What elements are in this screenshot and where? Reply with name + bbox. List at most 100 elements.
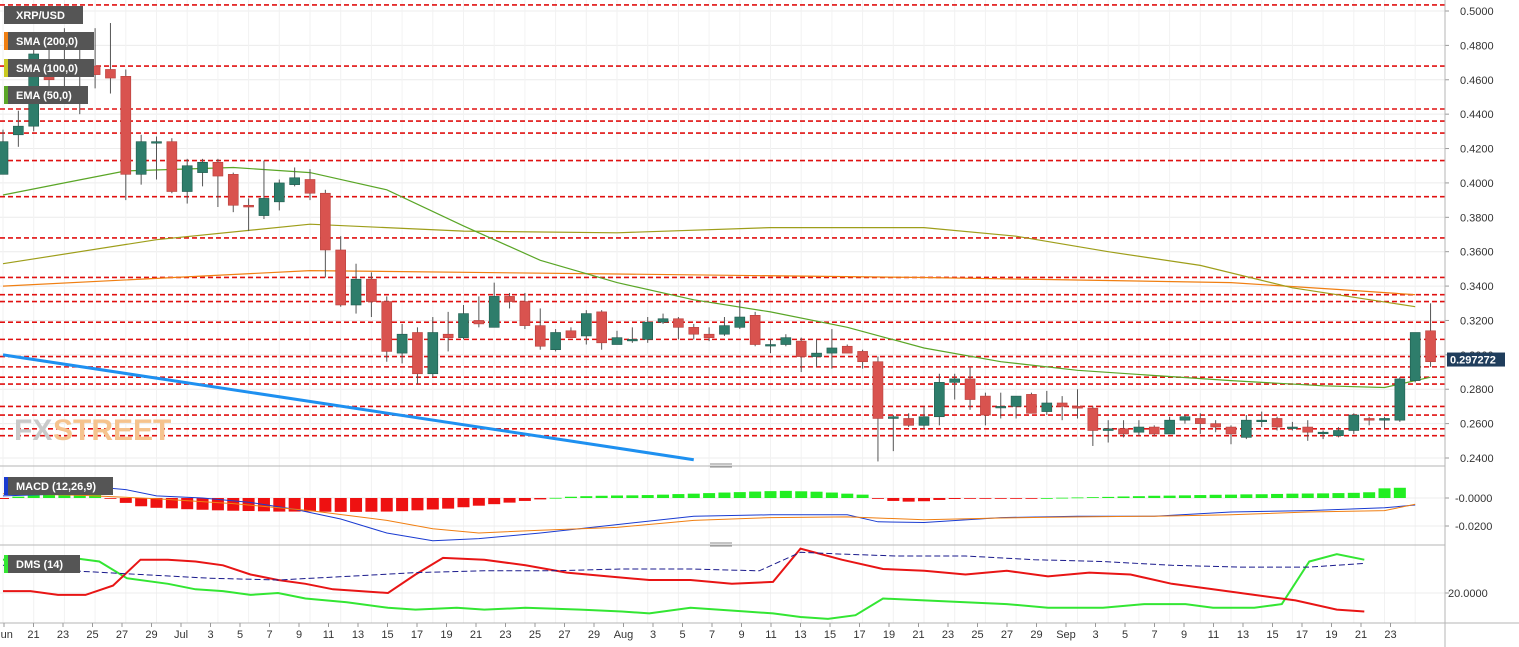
candle-body-up bbox=[1333, 430, 1344, 436]
candle-body-down bbox=[335, 249, 347, 306]
candle bbox=[105, 23, 116, 94]
macd-bar-positive bbox=[549, 497, 562, 499]
price-tick-label: 0.2800 bbox=[1460, 384, 1494, 396]
macd-bar-negative bbox=[871, 498, 884, 499]
legend-sma200-box[interactable] bbox=[4, 32, 94, 50]
candle-body-down bbox=[320, 192, 331, 251]
macd-bar-positive bbox=[1194, 495, 1207, 498]
date-tick-label: 19 bbox=[883, 629, 895, 641]
macd-bar-negative bbox=[304, 498, 316, 512]
date-tick-label: Jun bbox=[0, 629, 13, 641]
candle-body-down bbox=[504, 296, 515, 302]
candle-body-down bbox=[841, 345, 853, 354]
macd-bar-negative bbox=[472, 498, 485, 506]
candle bbox=[243, 198, 254, 232]
candle bbox=[550, 329, 561, 352]
candle bbox=[289, 167, 300, 187]
resize-handle-macd[interactable] bbox=[710, 542, 732, 547]
legend-sma100-swatch bbox=[4, 59, 8, 77]
candle-body-up bbox=[135, 141, 147, 175]
date-tick-label: 17 bbox=[1296, 629, 1308, 641]
macd-bar-positive bbox=[626, 495, 639, 498]
candle bbox=[120, 69, 132, 201]
legend-symbol-box[interactable] bbox=[4, 6, 83, 24]
watermark-left: FX bbox=[14, 414, 52, 447]
candle-body-up bbox=[350, 278, 362, 306]
macd-bar-negative bbox=[964, 498, 977, 499]
candle-body-up bbox=[1379, 418, 1390, 421]
legend-dms-box[interactable] bbox=[4, 555, 80, 573]
price-tick-label: 0.3800 bbox=[1460, 212, 1494, 224]
macd-bar-negative bbox=[350, 498, 363, 512]
dms-lines bbox=[2, 547, 1365, 620]
macd-bar-positive bbox=[764, 491, 777, 498]
candle bbox=[1148, 425, 1160, 436]
date-tick-label: 21 bbox=[470, 629, 482, 641]
date-tick-label: 19 bbox=[440, 629, 452, 641]
date-tick-label: 5 bbox=[1122, 629, 1128, 641]
candle-body-down bbox=[304, 179, 316, 194]
candle-body-down bbox=[243, 204, 254, 208]
macd-bar-positive bbox=[564, 496, 577, 498]
candle bbox=[427, 317, 439, 378]
candle bbox=[719, 317, 730, 336]
date-tick-label: 23 bbox=[57, 629, 69, 641]
candle-body-up bbox=[458, 313, 469, 338]
candle bbox=[826, 329, 838, 369]
candle bbox=[611, 330, 623, 345]
main-grid bbox=[0, 0, 1445, 623]
date-tick-label: 5 bbox=[237, 629, 243, 641]
macd-bar-positive bbox=[611, 495, 623, 498]
macd-bar-negative bbox=[135, 498, 148, 507]
candle-body-up bbox=[918, 416, 930, 426]
candle-body-up bbox=[488, 296, 500, 328]
candle-body-up bbox=[1256, 419, 1267, 422]
dms-adx-line bbox=[2, 551, 1365, 581]
price-tick-label: 0.4200 bbox=[1460, 144, 1494, 156]
candle bbox=[596, 310, 607, 350]
date-tick-label: 7 bbox=[709, 629, 715, 641]
candle bbox=[212, 158, 224, 207]
macd-bar-negative bbox=[503, 498, 516, 503]
date-tick-label: 9 bbox=[296, 629, 302, 641]
legend-sma100: SMA (100,0) bbox=[16, 63, 78, 75]
candle-body-up bbox=[657, 318, 669, 323]
legend-macd-box[interactable] bbox=[4, 477, 113, 495]
candle bbox=[811, 339, 822, 367]
resize-handle-main[interactable] bbox=[710, 463, 732, 468]
date-tick-label: 7 bbox=[266, 629, 272, 641]
macd-bar-negative bbox=[1010, 498, 1023, 499]
candle-body-up bbox=[1102, 428, 1114, 431]
candle bbox=[857, 349, 868, 369]
macd-bar-negative bbox=[933, 498, 946, 500]
dms-tick-label: 20.0000 bbox=[1448, 588, 1488, 600]
macd-bar-positive bbox=[795, 491, 808, 498]
candle-body-up bbox=[197, 161, 208, 173]
legend-ema50-box[interactable] bbox=[4, 86, 88, 104]
candle-body-down bbox=[673, 318, 684, 328]
macd-bar-negative bbox=[365, 498, 378, 512]
macd-bar-negative bbox=[288, 498, 301, 512]
candle bbox=[1271, 416, 1283, 431]
candle-body-down bbox=[227, 174, 239, 206]
candle-body-down bbox=[120, 76, 132, 175]
price-tick-label: 0.2400 bbox=[1460, 453, 1494, 465]
candle bbox=[1056, 396, 1068, 421]
candle-body-up bbox=[289, 177, 300, 185]
legend-sma100-box[interactable] bbox=[4, 59, 94, 77]
candle-body-up bbox=[765, 344, 776, 347]
main-panel: FX STREET 0.5000 0.4800 0.4600 0.4400 0.4200… bbox=[0, 0, 1505, 623]
last-price-badge bbox=[1447, 352, 1505, 367]
macd-bar-positive bbox=[1040, 498, 1053, 499]
date-tick-label: 27 bbox=[116, 629, 128, 641]
candle bbox=[1287, 421, 1298, 431]
candle bbox=[13, 110, 24, 147]
date-tick-label: Aug bbox=[614, 629, 634, 641]
macd-bar-negative bbox=[119, 498, 132, 503]
legend-symbol: XRP/USD bbox=[16, 10, 65, 22]
macd-tick-label: -0.0000 bbox=[1455, 493, 1492, 505]
candle bbox=[765, 339, 776, 354]
candle bbox=[381, 296, 393, 362]
macd-bar-positive bbox=[1056, 497, 1069, 499]
candle-body-down bbox=[1072, 406, 1083, 409]
